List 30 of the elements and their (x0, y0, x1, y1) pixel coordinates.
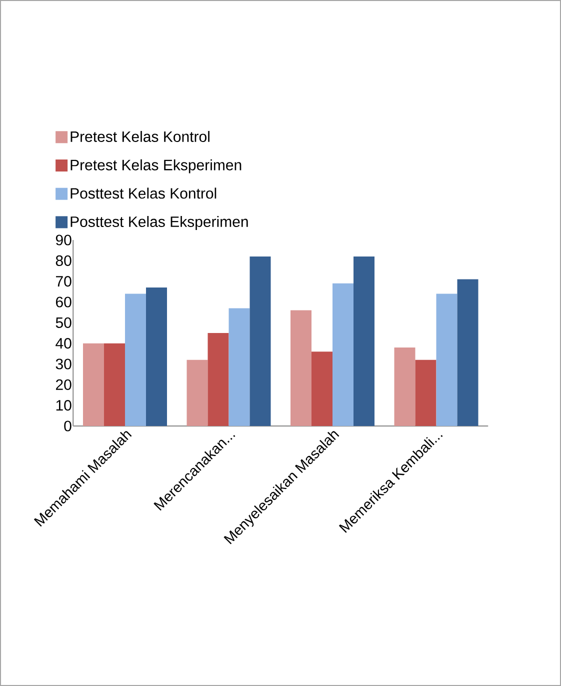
bar (250, 256, 271, 426)
bar (104, 343, 125, 426)
y-tick-label: 80 (56, 255, 72, 266)
y-tick-label: 0 (64, 420, 72, 432)
y-tick-label: 20 (56, 379, 72, 390)
bar (290, 310, 312, 426)
bar (394, 347, 416, 426)
bar (208, 332, 229, 426)
bar (186, 360, 208, 426)
bar (83, 343, 104, 426)
y-tick-label: 60 (56, 296, 72, 308)
bar (415, 360, 436, 426)
y-tick-label: 70 (56, 276, 72, 287)
y-tick-label: 30 (56, 358, 72, 370)
bar (311, 352, 332, 426)
legend-label: Pretest Kelas Eksperimen (70, 159, 242, 174)
legend-label: Pretest Kelas Kontrol (70, 130, 210, 142)
bar (146, 288, 167, 426)
legend-label: Posttest Kelas Kontrol (70, 188, 216, 199)
bar (228, 308, 250, 426)
y-tick-label: 10 (56, 400, 72, 411)
y-tick-label: 50 (56, 317, 72, 328)
bar (436, 294, 458, 426)
bar (125, 294, 146, 426)
bar (457, 279, 478, 426)
bar (332, 283, 354, 426)
y-tick-label: 90 (56, 234, 72, 246)
bar (354, 256, 374, 426)
legend-label: Posttest Kelas Eksperimen (70, 216, 248, 230)
y-tick-label: 40 (56, 338, 72, 349)
